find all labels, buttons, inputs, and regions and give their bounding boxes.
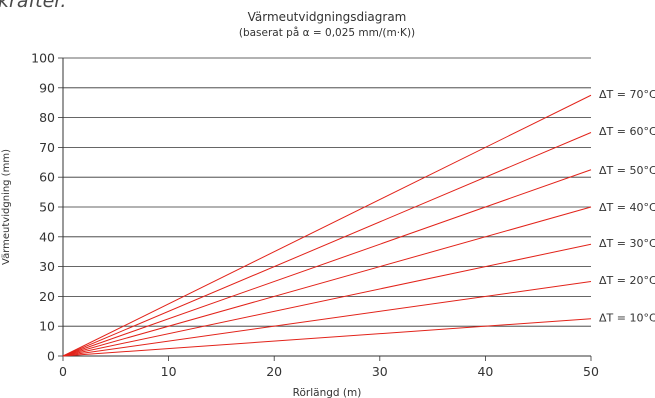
y-tick-label: 10: [39, 319, 55, 334]
preceding-text-fragment: krafter.: [0, 0, 67, 12]
x-tick-labels: 0 10 20 30 40 50: [59, 364, 599, 379]
series-lines: [62, 94, 592, 357]
y-tick-label: 40: [39, 229, 55, 244]
series-line: [62, 94, 592, 357]
y-tick-label: 50: [39, 200, 55, 215]
series-label: ΔT = 50°C: [599, 164, 655, 177]
y-tick-label: 80: [39, 110, 55, 125]
series-line: [62, 169, 592, 357]
x-tick-label: 0: [59, 364, 67, 379]
gridlines: [63, 57, 591, 327]
series-label: ΔT = 70°C: [599, 88, 655, 101]
series-label: ΔT = 20°C: [599, 274, 655, 287]
series-line: [62, 243, 592, 357]
x-tick-label: 10: [161, 364, 177, 379]
y-tick-label: 60: [39, 170, 55, 185]
y-tick-label: 90: [39, 80, 55, 95]
y-tick-label: 100: [31, 51, 55, 66]
x-tick-label: 30: [372, 364, 388, 379]
y-tick-label: 70: [39, 140, 55, 155]
y-axis-label: Värmeutvidgning (mm): [1, 149, 12, 265]
x-tick-label: 40: [477, 364, 493, 379]
chart-title: Värmeutvidgningsdiagram: [248, 10, 407, 24]
series-line: [62, 132, 592, 357]
series-label: ΔT = 60°C: [599, 125, 655, 138]
y-tick-label: 0: [47, 349, 55, 364]
x-axis-label: Rörlängd (m): [293, 387, 362, 398]
series-line: [62, 318, 592, 357]
series-label: ΔT = 30°C: [599, 237, 655, 250]
axes: [58, 57, 592, 361]
y-tick-label: 30: [39, 259, 55, 274]
series-line: [62, 206, 592, 357]
series-label: ΔT = 10°C: [599, 311, 655, 324]
series-line: [62, 281, 592, 357]
series-labels: ΔT = 10°C ΔT = 20°C ΔT = 30°C ΔT = 40°C ΔT =…: [599, 88, 655, 325]
x-tick-label: 50: [583, 364, 599, 379]
series-label: ΔT = 40°C: [599, 201, 655, 214]
x-tick-label: 20: [266, 364, 282, 379]
chart-subtitle: (baserat på α = 0,025 mm/(m·K)): [239, 26, 415, 39]
y-tick-label: 20: [39, 289, 55, 304]
y-tick-labels: 0 10 20 30 40 50 60 70 80 90 100: [31, 51, 55, 364]
